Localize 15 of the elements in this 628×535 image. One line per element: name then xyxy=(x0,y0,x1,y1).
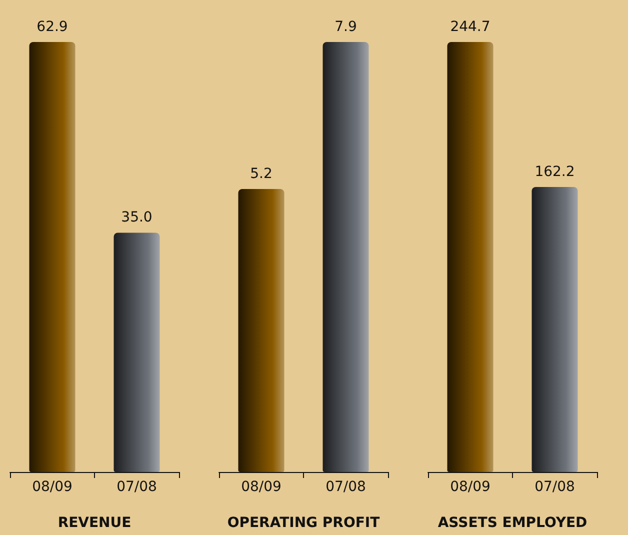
data-label: 62.9 xyxy=(36,19,68,35)
data-label: 35.0 xyxy=(121,210,152,226)
x-tick-label: 08/09 xyxy=(241,479,282,495)
x-tick-label: 08/09 xyxy=(450,479,490,495)
x-tick-label: 08/09 xyxy=(32,479,72,495)
x-tick-label: 07/08 xyxy=(534,479,575,495)
x-tick-label: 07/08 xyxy=(116,479,157,495)
x-tick-label: 07/08 xyxy=(326,479,366,495)
data-label: 244.7 xyxy=(450,19,490,35)
x-axis-title: ASSETS EMPLOYED xyxy=(438,515,588,531)
x-axis-title: REVENUE xyxy=(58,515,132,531)
data-label: 162.2 xyxy=(534,164,575,180)
x-axis-title: OPERATING PROFIT xyxy=(227,515,380,531)
data-label: 5.2 xyxy=(250,166,272,182)
data-label: 7.9 xyxy=(334,19,357,35)
